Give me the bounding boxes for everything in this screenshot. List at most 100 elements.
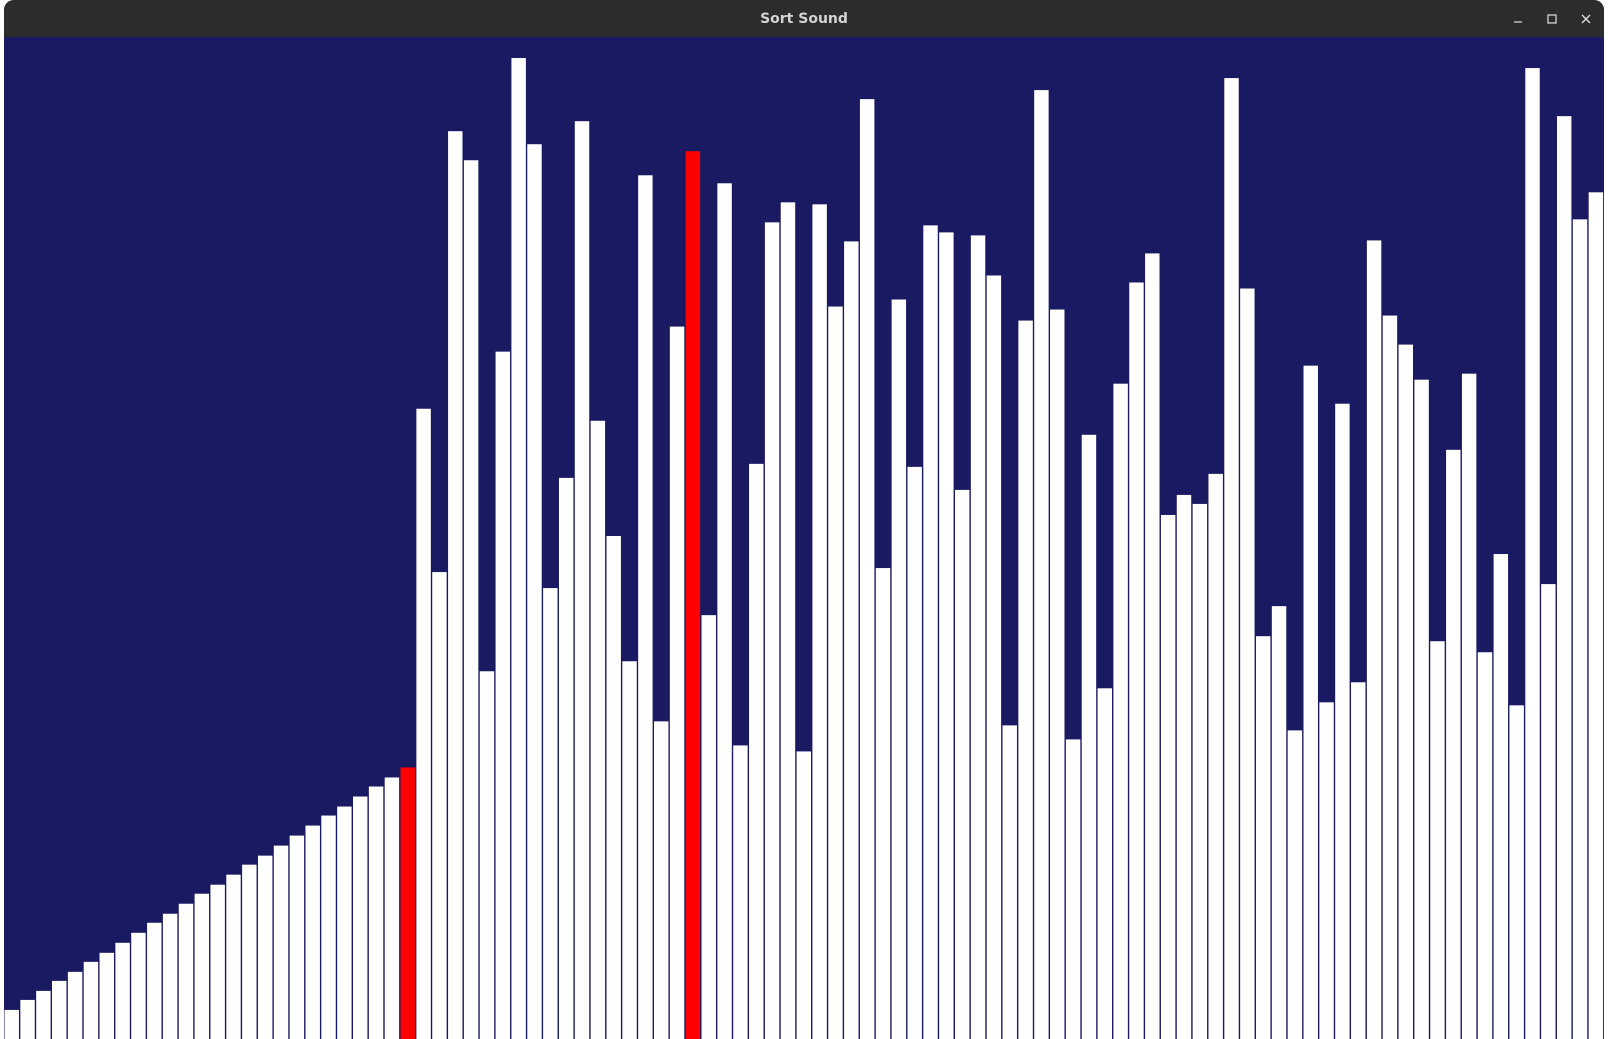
bar xyxy=(1208,473,1223,1039)
bar xyxy=(194,893,210,1039)
bar xyxy=(1556,116,1572,1039)
bar xyxy=(1192,503,1208,1039)
bar xyxy=(764,222,780,1039)
bar xyxy=(463,160,479,1039)
bar xyxy=(1065,739,1081,1039)
bar xyxy=(970,235,986,1039)
bar xyxy=(1398,344,1413,1039)
bar xyxy=(305,825,320,1039)
bar xyxy=(242,864,257,1039)
bar xyxy=(432,572,447,1039)
bar xyxy=(1366,240,1382,1039)
bar xyxy=(1034,90,1049,1039)
bar xyxy=(574,121,590,1039)
bar xyxy=(1145,253,1160,1039)
bar xyxy=(1588,192,1604,1039)
bar xyxy=(115,942,130,1039)
bar xyxy=(939,232,954,1039)
bar xyxy=(273,845,289,1039)
bar xyxy=(590,420,606,1039)
bar xyxy=(1461,373,1477,1039)
bar xyxy=(368,786,384,1039)
highlighted-bar xyxy=(400,767,415,1039)
bar xyxy=(1271,606,1287,1039)
bar xyxy=(257,855,273,1039)
bar xyxy=(1081,434,1097,1039)
bar xyxy=(733,745,748,1039)
bar xyxy=(36,990,51,1039)
bar xyxy=(1509,705,1524,1039)
bar xyxy=(907,466,922,1039)
bar xyxy=(178,903,194,1039)
bar xyxy=(1477,652,1493,1039)
bar xyxy=(479,671,495,1039)
bar xyxy=(986,275,1002,1039)
bar xyxy=(828,306,843,1039)
bar xyxy=(955,489,970,1039)
bar xyxy=(1113,383,1128,1039)
bar xyxy=(1255,636,1271,1039)
bar xyxy=(147,922,162,1039)
bar xyxy=(1493,554,1509,1039)
bar xyxy=(1525,68,1540,1039)
bar xyxy=(1351,682,1366,1039)
bar xyxy=(1002,725,1017,1039)
bar xyxy=(210,884,225,1039)
bar xyxy=(1129,282,1144,1039)
bar xyxy=(226,874,241,1039)
bar xyxy=(812,204,827,1039)
bar xyxy=(1303,365,1318,1039)
app-window: Sort Sound xyxy=(4,0,1604,1039)
bar xyxy=(1240,288,1255,1039)
bar xyxy=(780,202,796,1039)
bar xyxy=(558,477,574,1039)
bar xyxy=(606,536,621,1039)
bar xyxy=(1224,78,1239,1039)
bar xyxy=(1382,315,1398,1039)
bar xyxy=(1446,449,1461,1039)
bar xyxy=(353,796,368,1039)
bar xyxy=(99,952,114,1039)
bar xyxy=(416,408,431,1039)
bar xyxy=(131,932,146,1039)
bar xyxy=(622,661,637,1039)
bar xyxy=(1430,641,1445,1039)
bar xyxy=(923,225,938,1039)
bar xyxy=(384,777,400,1039)
bar xyxy=(20,999,35,1039)
bar xyxy=(289,835,305,1039)
bar xyxy=(844,241,859,1039)
bar xyxy=(1572,219,1588,1039)
bar xyxy=(1097,688,1113,1039)
bar xyxy=(1335,403,1350,1039)
bar xyxy=(859,99,875,1039)
bar xyxy=(1541,584,1556,1039)
window-title: Sort Sound xyxy=(760,11,848,27)
bar xyxy=(1414,379,1429,1039)
minimize-icon[interactable] xyxy=(1506,7,1530,31)
bar xyxy=(527,144,542,1039)
bar xyxy=(891,299,907,1039)
sort-visualization-canvas xyxy=(4,37,1604,1039)
title-bar[interactable]: Sort Sound xyxy=(4,0,1604,38)
highlighted-bar xyxy=(685,151,701,1039)
bar xyxy=(1319,702,1334,1039)
bar xyxy=(1018,320,1033,1039)
close-icon[interactable] xyxy=(1574,7,1598,31)
bar xyxy=(796,751,812,1039)
bar xyxy=(67,971,83,1039)
bar xyxy=(654,721,669,1039)
bar xyxy=(1176,494,1192,1039)
bar xyxy=(337,806,352,1039)
bar xyxy=(83,961,99,1039)
bar xyxy=(1050,309,1065,1039)
bar xyxy=(52,980,67,1039)
bar xyxy=(448,131,463,1039)
bar xyxy=(511,58,526,1039)
bar xyxy=(1287,730,1303,1039)
bar xyxy=(1160,514,1176,1039)
maximize-icon[interactable] xyxy=(1540,7,1564,31)
bar-chart xyxy=(4,58,1604,1039)
bar xyxy=(543,588,558,1039)
bar xyxy=(4,1009,19,1039)
